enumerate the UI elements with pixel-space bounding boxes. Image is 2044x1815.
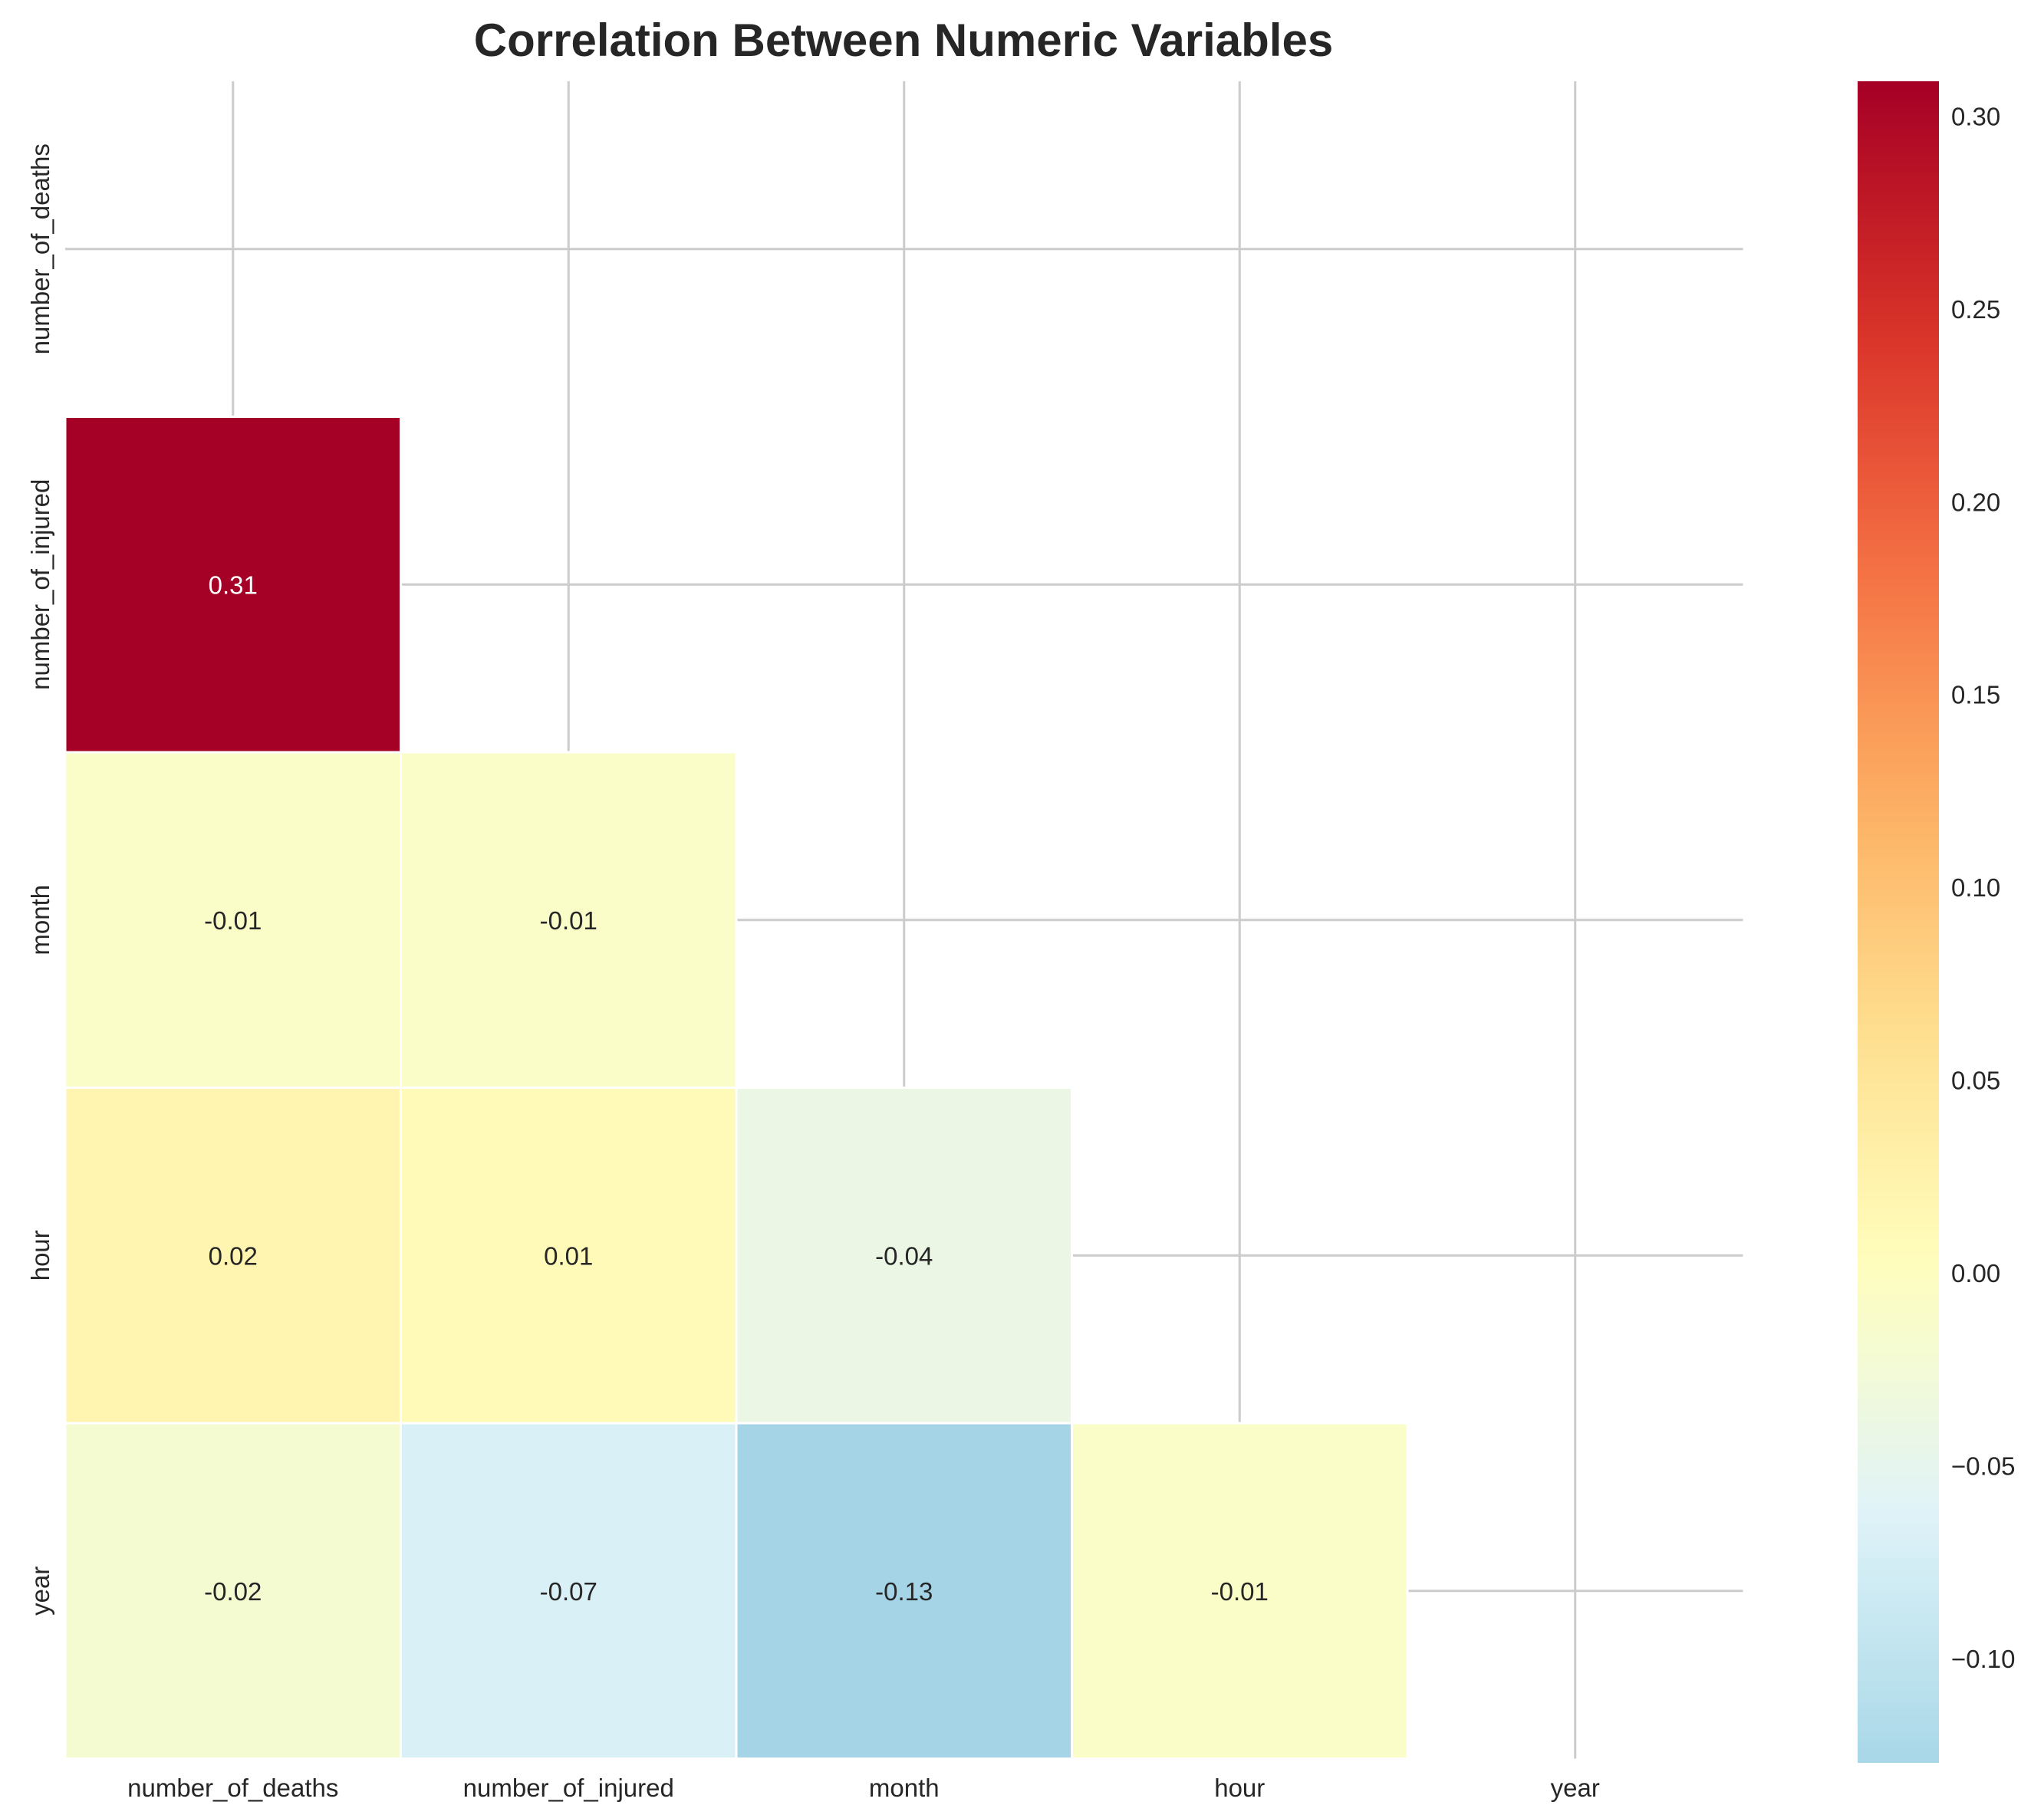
cell-value-label: 0.31 — [209, 570, 258, 599]
y-tick-label: number_of_injured — [26, 479, 54, 690]
x-tick-label: number_of_injured — [463, 1774, 674, 1802]
colorbar-gradient — [1858, 81, 1939, 1763]
x-tick-labels: number_of_deaths number_of_injured month ho… — [127, 1774, 1600, 1802]
colorbar-tick-label: 0.00 — [1951, 1259, 2000, 1287]
cell-value-label: -0.13 — [875, 1577, 933, 1606]
colorbar-tick-label: 0.15 — [1951, 681, 2000, 709]
colorbar-tick-label: 0.30 — [1951, 102, 2000, 130]
x-tick-label: hour — [1214, 1774, 1265, 1802]
heatmap-cell — [735, 1422, 1073, 1760]
chart-title: Correlation Between Numeric Variables — [474, 15, 1333, 66]
cell-value-label: -0.01 — [540, 906, 597, 935]
y-tick-label: month — [26, 885, 54, 955]
colorbar-tick-label: 0.20 — [1951, 488, 2000, 516]
colorbar-tick-label: −0.10 — [1951, 1645, 2016, 1673]
x-tick-label: number_of_deaths — [127, 1774, 338, 1802]
colorbar-tick-label: 0.25 — [1951, 295, 2000, 324]
heatmap-cell — [64, 1422, 402, 1760]
heatmap-cell — [735, 1087, 1073, 1425]
colorbar: 0.30 0.25 0.20 0.15 0.10 0.05 0.00 −0.05 −0.10 — [1858, 81, 2016, 1763]
cell-value-label: -0.04 — [875, 1241, 933, 1270]
colorbar-tick-label: 0.05 — [1951, 1067, 2000, 1095]
heatmap-cell — [400, 1422, 738, 1760]
heatmap-cell — [64, 751, 402, 1089]
heatmap-cell — [1071, 1422, 1409, 1760]
y-tick-label: number_of_deaths — [26, 143, 54, 354]
colorbar-tick-label: −0.05 — [1951, 1452, 2016, 1481]
heatmap-cell — [64, 1087, 402, 1425]
cell-value-label: -0.01 — [1211, 1577, 1269, 1606]
cell-value-label: -0.07 — [540, 1577, 597, 1606]
heatmap-cell — [400, 1087, 738, 1425]
y-tick-label: year — [26, 1567, 54, 1616]
x-tick-label: month — [869, 1774, 940, 1802]
x-tick-label: year — [1551, 1774, 1600, 1802]
y-tick-label: hour — [26, 1230, 54, 1281]
cell-value-label: -0.01 — [204, 906, 262, 935]
cell-value-label: 0.02 — [209, 1241, 258, 1270]
cell-value-label: -0.02 — [204, 1577, 262, 1606]
colorbar-tick-label: 0.10 — [1951, 873, 2000, 902]
heatmap-cell — [64, 416, 402, 754]
cell-value-label: 0.01 — [544, 1241, 593, 1270]
heatmap-cells: 0.31 -0.01 -0.01 0.02 0.01 -0.04 -0.02 -0.07 -0.… — [64, 416, 1409, 1760]
